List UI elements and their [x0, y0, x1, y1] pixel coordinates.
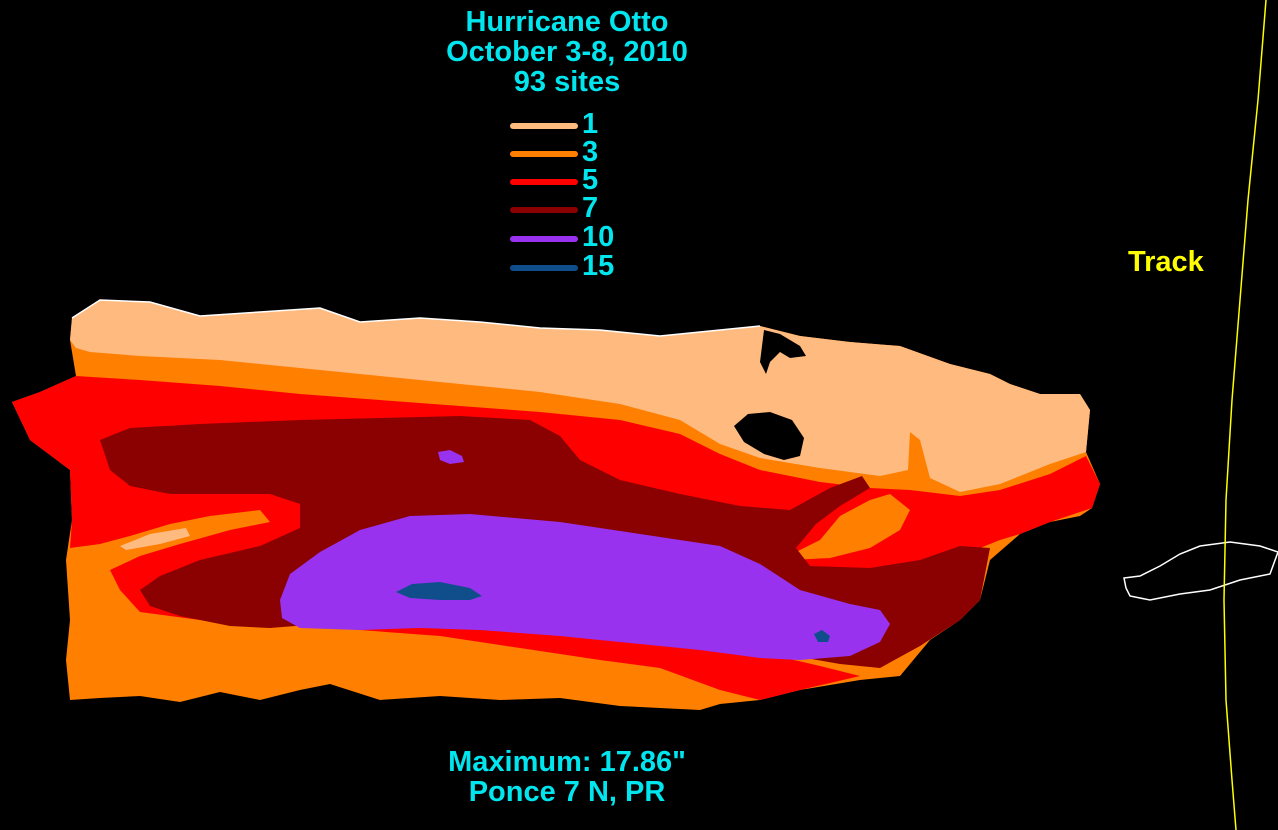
vieques-island-outline: [1123, 541, 1278, 601]
north-bay: [760, 330, 806, 374]
contour-15in: [396, 582, 482, 600]
contour-1in-west-patch: [120, 528, 190, 550]
legend-item-7: 7: [510, 192, 630, 225]
legend-item-5: 5: [510, 164, 630, 197]
legend-item-3: 3: [510, 136, 630, 169]
legend-swatch-3: [510, 151, 578, 157]
track-label: Track: [1128, 246, 1204, 278]
maximum-location: Ponce 7 N, PR: [468, 776, 666, 808]
contour-10in: [280, 514, 890, 660]
legend-label-7: 7: [582, 192, 599, 224]
legend-swatch-1: [510, 123, 578, 129]
legend-label-5: 5: [582, 164, 599, 196]
legend-item-1: 1: [510, 108, 630, 141]
map-date-range: October 3-8, 2010: [446, 36, 688, 68]
legend-label-3: 3: [582, 136, 599, 168]
inland-water: [734, 412, 804, 460]
map-site-count: 93 sites: [513, 66, 621, 98]
contour-10in-north-patch: [438, 450, 464, 464]
maximum-value: Maximum: 17.86": [448, 746, 686, 778]
contour-1in: [70, 300, 1090, 492]
north-coastline: [71, 299, 761, 337]
map-title: Hurricane Otto: [465, 6, 669, 38]
hurricane-track-line: [1223, 0, 1267, 830]
legend-item-15: 15: [510, 250, 630, 283]
legend-label-15: 15: [582, 250, 615, 282]
legend-swatch-15: [510, 265, 578, 271]
legend-item-10: 10: [510, 221, 630, 254]
legend-label-10: 10: [582, 221, 615, 253]
legend-swatch-5: [510, 179, 578, 185]
legend-swatch-7: [510, 207, 578, 213]
legend-swatch-10: [510, 236, 578, 242]
contour-15in-east-patch: [814, 630, 830, 642]
legend-label-1: 1: [582, 108, 599, 140]
